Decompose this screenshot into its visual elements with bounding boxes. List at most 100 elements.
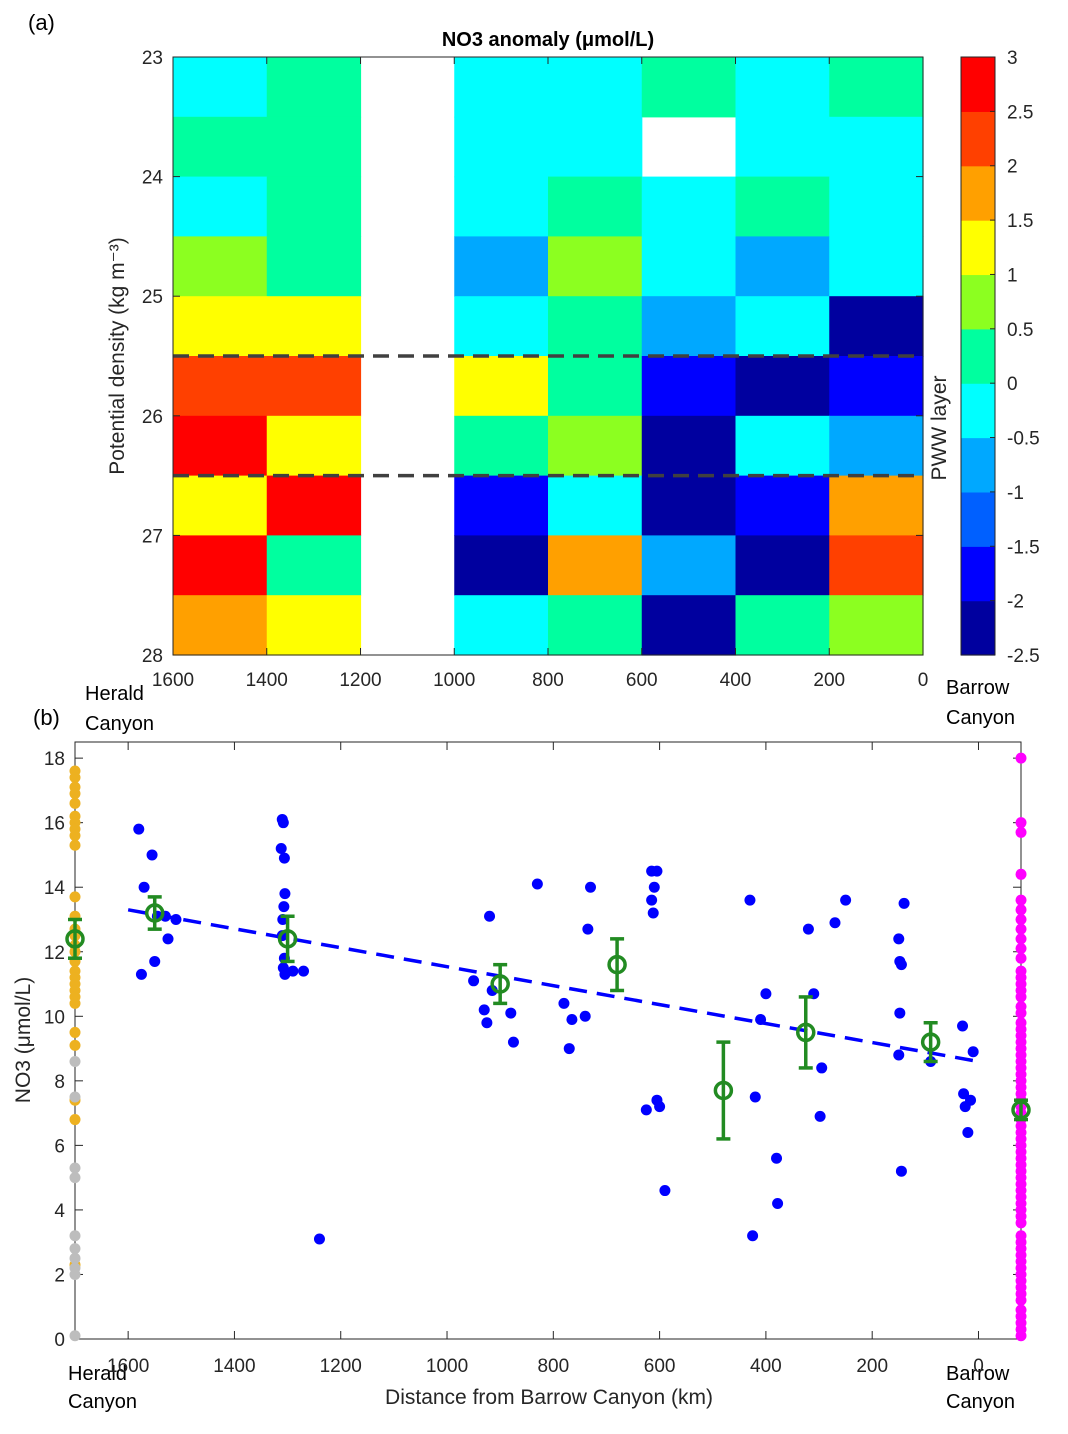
scatter-point: [579, 1010, 591, 1022]
heatmap-cell: [173, 236, 268, 297]
heatmap-cell: [829, 296, 924, 357]
colorbar-tick-label: -2: [1007, 592, 1024, 613]
scatter-point: [69, 1026, 81, 1038]
y-tick-label: 6: [54, 1136, 65, 1157]
heatmap-cell: [454, 475, 549, 536]
pww-dashed-lines: [173, 354, 923, 478]
heatmap-cell: [548, 57, 643, 118]
colorbar-swatch: [961, 383, 995, 439]
colorbar-swatch: [961, 546, 995, 602]
heatmap-cell: [454, 595, 549, 656]
scatter-point: [531, 878, 543, 890]
scatter-point: [69, 771, 81, 783]
barrow-label-b-line2: Canyon: [946, 1391, 1015, 1413]
colorbar-swatch: [961, 274, 995, 330]
heatmap-cell: [548, 176, 643, 237]
scatter-point: [146, 849, 158, 861]
scatter-frame: [74, 741, 1022, 1340]
scatter-point: [967, 1046, 979, 1058]
scatter-point: [69, 1055, 81, 1067]
scatter-point: [829, 917, 841, 929]
heatmap-cell: [548, 236, 643, 297]
errorbar-mean: [490, 962, 510, 1006]
heatmap-cell: [266, 236, 362, 297]
heatmap-cell: [173, 595, 268, 656]
scatter-point: [69, 1268, 81, 1280]
heatmap-cell: [173, 116, 268, 178]
heatmap-cell: [641, 236, 737, 297]
scatter-point: [840, 894, 852, 906]
y-tick-label: 27: [142, 526, 163, 547]
x-tick-label: 600: [644, 1356, 676, 1377]
scatter-point: [69, 1162, 81, 1174]
herald-label-a-line1: Herald: [85, 683, 144, 705]
scatter-point: [1015, 913, 1027, 925]
y-tick-label: 23: [142, 48, 163, 69]
heatmap-cell: [266, 176, 362, 237]
y-tick-label: 10: [44, 1007, 65, 1028]
scatter-point: [69, 1230, 81, 1242]
scatter-point: [69, 997, 81, 1009]
scatter-point: [659, 1185, 671, 1197]
colorbar-swatch: [961, 491, 995, 547]
scatter-point: [505, 1007, 517, 1019]
errorbar-mean: [607, 937, 627, 993]
heatmap-cell: [266, 116, 362, 178]
colorbar-tick-label: 1: [1007, 265, 1018, 286]
heatmap-ticks: 1600 1400 1200 1000 800 600 400 200 0 23 24 25 26 27 2…: [142, 48, 928, 691]
scatter-point: [275, 842, 287, 854]
heatmap-cell: [548, 535, 643, 596]
heatmap-chart: NO3 anomaly (μmol/L) 1600 1400 1200 1000 800…: [106, 29, 928, 691]
heatmap-cell: [454, 296, 549, 357]
heatmap-cell: [454, 415, 549, 477]
x-tick-label: 200: [856, 1356, 888, 1377]
heatmap-cell: [548, 475, 643, 536]
panel-a-label: (a): [28, 10, 55, 35]
heatmap-cell: [266, 535, 362, 596]
scatter-point: [278, 901, 290, 913]
scatter-point: [898, 897, 910, 909]
scatter-point: [1015, 904, 1027, 916]
scatter-point: [278, 852, 290, 864]
colorbar-tick-label: -2.5: [1007, 646, 1040, 667]
heatmap-cell: [266, 356, 362, 417]
colorbar-label: PWW layer: [928, 375, 951, 480]
scatter-point: [277, 817, 289, 829]
scatter-point: [1015, 752, 1027, 764]
colorbar-swatch: [961, 220, 995, 276]
heatmap-cell: [173, 356, 268, 417]
herald-label-b-line2: Canyon: [68, 1391, 137, 1413]
errorbar-means: [65, 895, 1031, 1141]
scatter-point: [484, 910, 496, 922]
scatter-point: [135, 968, 147, 980]
y-tick-label: 0: [54, 1330, 65, 1351]
scatter-point: [585, 881, 597, 893]
scatter-point: [468, 975, 480, 987]
scatter-point: [654, 1101, 666, 1113]
y-tick-label: 14: [44, 878, 66, 899]
colorbar: 3 2.5 2 1.5 1 0.5 0 -0.5 -1 -1.5 -2 -2.5 PWW layer: [928, 48, 1040, 667]
scatter-point: [747, 1230, 759, 1242]
colorbar-swatch: [961, 328, 995, 384]
scatter-point: [802, 923, 814, 935]
scatter-point: [69, 1243, 81, 1255]
errorbar-mean: [144, 895, 165, 931]
scatter-point: [1015, 826, 1027, 838]
scatter-point: [582, 923, 594, 935]
scatter-point: [1015, 894, 1027, 906]
y-tick-label: 2: [54, 1265, 65, 1286]
colorbar-swatch: [961, 437, 995, 493]
heatmap-cell: [454, 535, 549, 596]
scatter-xlabel: Distance from Barrow Canyon (km): [385, 1386, 713, 1409]
scatter-point: [1015, 923, 1027, 935]
x-tick-label: 1600: [107, 1356, 149, 1377]
colorbar-swatch: [961, 111, 995, 167]
heatmap-cell: [829, 236, 924, 297]
heatmap-cell: [641, 296, 737, 357]
scatter-point: [287, 965, 299, 977]
scatter-point: [1015, 1330, 1027, 1342]
x-tick-label: 400: [750, 1356, 782, 1377]
scatter-point: [651, 865, 663, 877]
errorbar-mean: [277, 914, 298, 964]
scatter-point: [279, 888, 291, 900]
